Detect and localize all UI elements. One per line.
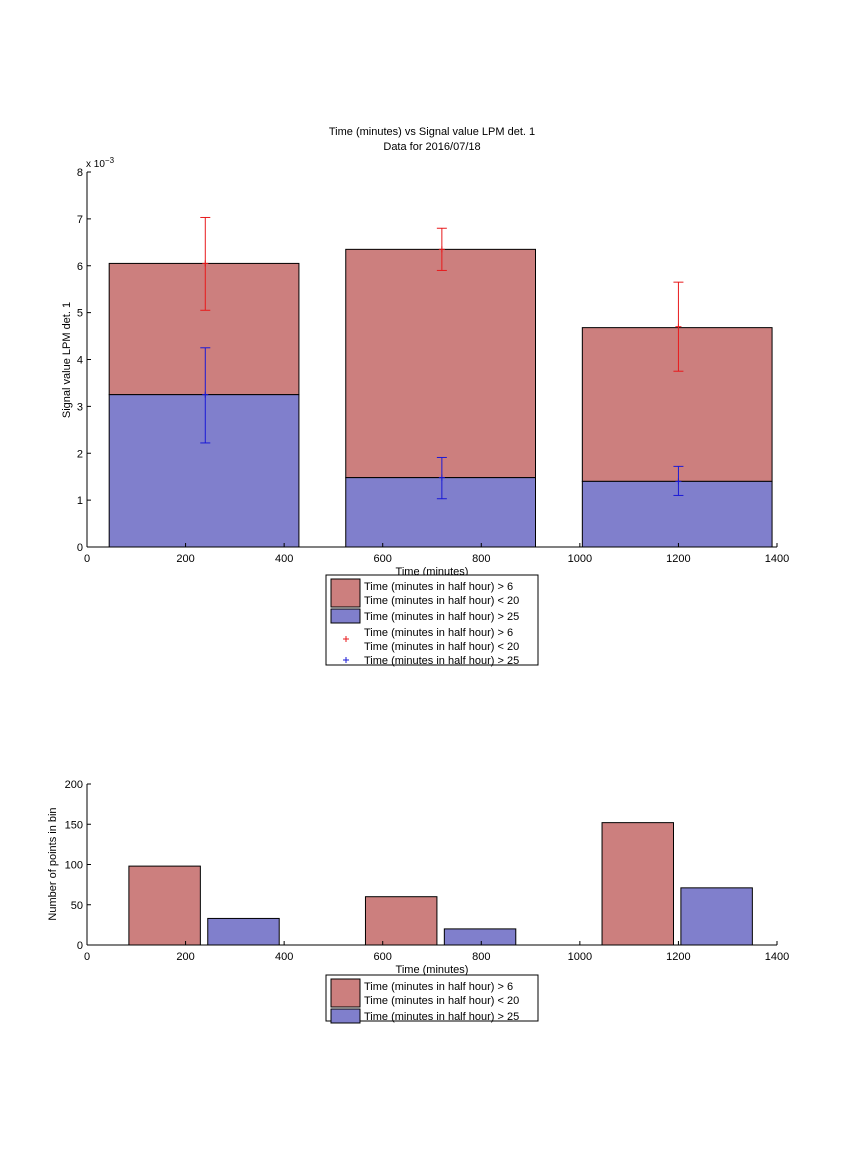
legend-box: [325, 974, 539, 1022]
x-tick-label: 1200: [666, 553, 690, 565]
y-tick-label: 8: [77, 167, 83, 179]
plot-area-counts: 0 200 400 600 800 1000 1200 1400 0 50 100 150 200: [65, 779, 790, 963]
x-tick-label: 200: [176, 951, 194, 963]
x-tick-label: 600: [374, 553, 392, 565]
chart-title: Time (minutes) vs Signal value LPM det. …: [329, 126, 535, 138]
legend-label: Time (minutes in half hour) > 25: [364, 1011, 519, 1023]
y-tick-label: 3: [77, 401, 83, 413]
x-tick-label: 0: [84, 553, 90, 565]
x-tick-label: 400: [275, 951, 293, 963]
y-tick-label: 200: [65, 779, 83, 791]
y-axis-label-counts: Number of points in bin: [47, 807, 59, 920]
legend-label: Time (minutes in half hour) < 20: [364, 595, 519, 607]
y-tick-label: 100: [65, 860, 83, 872]
legend-swatch: [330, 978, 361, 1008]
y-tick-label: 0: [77, 940, 83, 952]
legend-label: Time (minutes in half hour) < 20: [364, 641, 519, 653]
x-tick-label: 1400: [765, 553, 789, 565]
x-tick-label: 800: [472, 951, 490, 963]
legend-signal: Time (minutes in half hour) > 6 Time (min…: [325, 574, 539, 667]
y-scale-label: x 10−3: [86, 156, 115, 170]
count-bar: [680, 887, 753, 946]
count-bar: [207, 917, 280, 946]
x-tick-label: 800: [472, 553, 490, 565]
x-tick-label: 600: [374, 951, 392, 963]
legend-counts: Time (minutes in half hour) > 6 Time (min…: [325, 974, 539, 1024]
x-tick-label: 400: [275, 553, 293, 565]
x-tick-label: 0: [84, 951, 90, 963]
legend-swatch: [330, 608, 361, 624]
bar-upper: [108, 262, 300, 396]
legend-box: [325, 574, 539, 666]
legend-label: Time (minutes in half hour) < 20: [364, 995, 519, 1007]
bar-upper: [345, 248, 536, 479]
bar-lower: [345, 477, 536, 548]
y-tick-label: 7: [77, 214, 83, 226]
legend-label: Time (minutes in half hour) > 25: [364, 655, 519, 667]
legend-label: Time (minutes in half hour) > 25: [364, 611, 519, 623]
y-axis-label: Signal value LPM det. 1: [61, 302, 73, 418]
x-tick-label: 200: [176, 553, 194, 565]
count-bar: [364, 896, 438, 946]
x-tick-label: 1000: [568, 553, 592, 565]
legend-label: Time (minutes in half hour) > 6: [364, 581, 513, 593]
y-tick-label: 0: [77, 542, 83, 554]
plot-area-signal: 0 200 400 600 800 1000 1200 1400 0 1 2 3 4 5 6 7 8: [77, 167, 789, 565]
y-tick-label: 50: [71, 900, 83, 912]
y-tick-label: 4: [77, 355, 83, 367]
y-tick-label: 2: [77, 448, 83, 460]
bar-lower: [581, 480, 773, 548]
y-tick-label: 150: [65, 819, 83, 831]
x-tick-label: 1000: [568, 951, 592, 963]
legend-label: Time (minutes in half hour) > 6: [364, 981, 513, 993]
legend-label: Time (minutes in half hour) > 6: [364, 627, 513, 639]
count-bar: [128, 865, 201, 946]
y-tick-label: 6: [77, 261, 83, 273]
x-axis-label-counts: Time (minutes): [396, 964, 469, 976]
x-tick-label: 1400: [765, 951, 789, 963]
count-bar: [443, 928, 517, 946]
legend-swatch: [330, 578, 361, 608]
chart-subtitle: Data for 2016/07/18: [383, 141, 480, 153]
legend-swatch: [330, 1008, 361, 1024]
x-tick-label: 1200: [666, 951, 690, 963]
count-bar: [601, 822, 674, 946]
bar-lower: [108, 394, 300, 548]
y-tick-label: 1: [77, 495, 83, 507]
bar-upper: [581, 327, 773, 482]
y-tick-label: 5: [77, 308, 83, 320]
